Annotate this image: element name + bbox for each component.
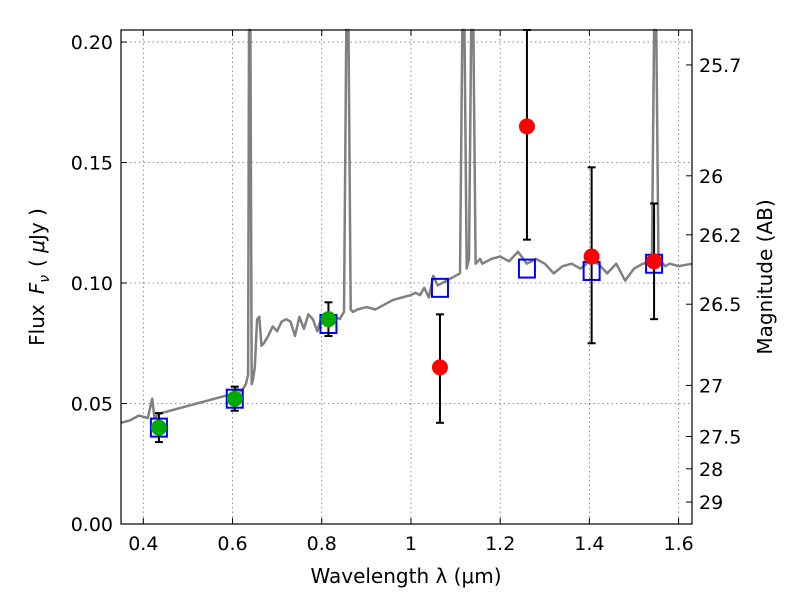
y2-tick-label: 27.5 (699, 427, 741, 449)
model-flux-square (430, 277, 449, 298)
y2-tick-label: 26.5 (699, 294, 741, 316)
y2-tick-label: 28 (699, 459, 723, 481)
x-tick-label: 1.4 (574, 533, 604, 555)
plot-frame (120, 29, 693, 525)
observed-flux-point-red (431, 359, 448, 376)
y-axis-label-subscript: ν (37, 275, 53, 283)
observed-flux-point-green (226, 390, 243, 407)
y-axis-label-unit-mu: μ (25, 240, 49, 254)
plot-background (121, 30, 692, 524)
x-tick-label: 1.2 (485, 533, 515, 555)
data-layer (120, 28, 693, 444)
y2-tick-label: 27 (699, 375, 723, 397)
axis-ticks: 0.4 0.6 0.8 1 1.2 1.4 1.6 0.00 0.05 0.10 0.15 0.20 2… (71, 30, 741, 555)
observed-flux-point-red (583, 248, 600, 265)
x-tick-label: 0.6 (217, 533, 247, 555)
y-tick-label: 0.00 (71, 514, 113, 536)
y-axis-label-symbol: F (25, 282, 49, 294)
y2-tick-label: 29 (699, 492, 723, 514)
y-tick-label: 0.05 (71, 394, 113, 416)
y-axis-label-unit-rest: Jy ) (25, 208, 49, 242)
x-tick-label: 0.4 (128, 533, 158, 555)
x-tick-label: 1 (405, 533, 417, 555)
y-axis-label: Flux Fν ( μJy ) (25, 208, 53, 346)
y-axis-label-unit-open: ( (25, 253, 49, 267)
y2-tick-label: 25.7 (699, 55, 741, 77)
observed-flux-point-green (320, 311, 337, 328)
observed-flux-point-red (518, 118, 535, 135)
y-tick-label: 0.20 (71, 32, 113, 54)
x-tick-label: 1.6 (664, 533, 694, 555)
x-tick-label: 0.8 (307, 533, 337, 555)
y2-axis-label: Magnitude (AB) (753, 199, 777, 354)
y-axis-label-prefix: Flux (25, 304, 49, 346)
observed-flux-point-green (150, 419, 167, 436)
y2-tick-label: 26.2 (699, 225, 741, 247)
observed-flux-point-red (646, 253, 663, 270)
y-tick-label: 0.10 (71, 273, 113, 295)
x-axis-label: Wavelength λ (μm) (310, 564, 501, 588)
model-flux-square (517, 258, 536, 279)
y-tick-label: 0.15 (71, 153, 113, 175)
y2-tick-label: 26 (699, 166, 723, 188)
